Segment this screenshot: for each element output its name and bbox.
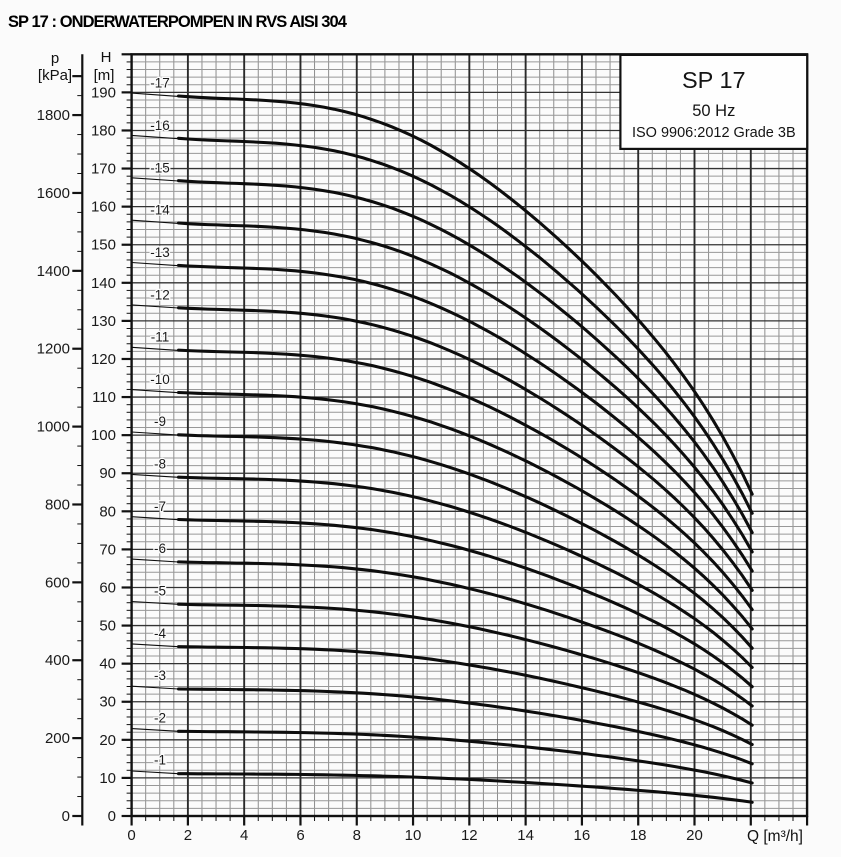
svg-text:100: 100: [91, 427, 116, 444]
svg-text:600: 600: [45, 574, 70, 591]
svg-text:-8: -8: [154, 457, 166, 472]
svg-text:SP 17: SP 17: [682, 67, 746, 93]
svg-text:-9: -9: [154, 414, 166, 429]
svg-text:1000: 1000: [37, 419, 70, 436]
svg-text:20: 20: [99, 732, 116, 749]
svg-text:0: 0: [127, 827, 135, 844]
svg-text:-1: -1: [154, 753, 166, 768]
svg-text:-13: -13: [150, 245, 170, 260]
svg-text:4: 4: [240, 827, 248, 844]
svg-text:-10: -10: [150, 372, 170, 387]
svg-text:8: 8: [353, 827, 361, 844]
svg-text:H: H: [101, 49, 112, 66]
svg-text:200: 200: [45, 730, 70, 747]
svg-text:130: 130: [91, 313, 116, 330]
svg-text:190: 190: [91, 84, 116, 101]
svg-text:6: 6: [296, 827, 304, 844]
svg-text:1200: 1200: [37, 341, 70, 358]
svg-text:140: 140: [91, 275, 116, 292]
svg-text:[kPa]: [kPa]: [38, 67, 72, 84]
svg-text:50 Hz: 50 Hz: [692, 102, 735, 120]
svg-text:-12: -12: [150, 287, 170, 302]
svg-text:150: 150: [91, 237, 116, 254]
svg-text:40: 40: [99, 656, 116, 673]
svg-text:60: 60: [99, 580, 116, 597]
svg-text:30: 30: [99, 694, 116, 711]
svg-text:120: 120: [91, 351, 116, 368]
svg-text:180: 180: [91, 123, 116, 140]
svg-text:-14: -14: [150, 203, 170, 218]
svg-text:18: 18: [630, 827, 647, 844]
svg-text:70: 70: [99, 541, 116, 558]
svg-text:14: 14: [517, 827, 534, 844]
svg-text:50: 50: [99, 618, 116, 635]
svg-text:12: 12: [461, 827, 478, 844]
svg-text:90: 90: [99, 465, 116, 482]
svg-text:16: 16: [574, 827, 591, 844]
svg-text:-17: -17: [150, 76, 170, 91]
svg-text:0: 0: [108, 808, 116, 825]
svg-text:400: 400: [45, 652, 70, 669]
svg-text:1800: 1800: [37, 107, 70, 124]
svg-text:800: 800: [45, 497, 70, 514]
svg-text:-7: -7: [154, 499, 166, 514]
svg-text:-3: -3: [154, 668, 166, 683]
svg-text:160: 160: [91, 199, 116, 216]
svg-text:80: 80: [99, 503, 116, 520]
svg-text:-4: -4: [154, 626, 166, 641]
svg-text:1600: 1600: [37, 185, 70, 202]
svg-text:-15: -15: [150, 160, 170, 175]
svg-text:0: 0: [62, 808, 70, 825]
svg-text:-6: -6: [154, 541, 166, 556]
svg-text:110: 110: [92, 389, 116, 406]
svg-text:170: 170: [91, 161, 116, 178]
svg-text:2: 2: [184, 827, 192, 844]
svg-text:1400: 1400: [37, 263, 70, 280]
svg-text:-5: -5: [154, 583, 166, 598]
svg-text:p: p: [51, 50, 59, 67]
svg-text:Q [m³/h]: Q [m³/h]: [747, 828, 803, 845]
svg-text:ISO 9906:2012 Grade 3B: ISO 9906:2012 Grade 3B: [632, 125, 796, 141]
svg-text:SP 17 : ONDERWATERPOMPEN IN RV: SP 17 : ONDERWATERPOMPEN IN RVS AISI 304: [8, 13, 348, 31]
svg-text:10: 10: [99, 770, 116, 787]
svg-text:[m]: [m]: [94, 67, 115, 84]
svg-text:-16: -16: [150, 118, 170, 133]
svg-text:-11: -11: [151, 330, 170, 345]
svg-text:-2: -2: [154, 710, 166, 725]
svg-text:10: 10: [405, 827, 422, 844]
svg-text:20: 20: [686, 827, 703, 844]
